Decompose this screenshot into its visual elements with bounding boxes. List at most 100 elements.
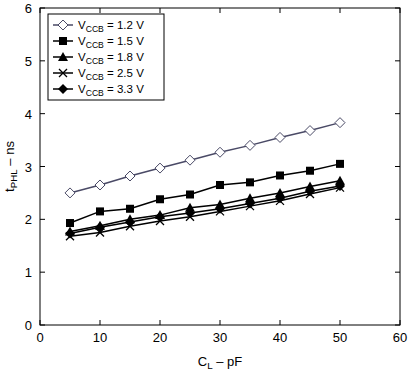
y-tick: [40, 272, 45, 273]
point: [125, 217, 135, 227]
y-tick: [395, 60, 400, 61]
x-tick-label: 20: [153, 330, 167, 345]
text-part: = 3.3 V: [104, 83, 144, 95]
y-tick: [395, 8, 400, 9]
text-sub: CCB: [86, 88, 104, 98]
point: [186, 191, 194, 199]
x-tick: [280, 8, 281, 13]
legend-marker: [58, 84, 68, 94]
x-tick: [400, 320, 401, 325]
point: [155, 163, 165, 173]
point: [215, 147, 225, 157]
y-tick: [395, 272, 400, 273]
legend-marker: [59, 37, 67, 45]
x-tick: [220, 320, 221, 325]
y-tick-label: 1: [25, 265, 32, 280]
point: [245, 198, 255, 208]
x-tick: [40, 8, 41, 13]
legend-label: VCCB = 1.2 V: [78, 19, 144, 34]
x-tick: [100, 8, 101, 13]
point: [185, 155, 195, 165]
data-group: [65, 118, 345, 241]
legend: VCCB = 1.2 VVCCB = 1.5 VVCCB = 1.8 VVCCB…: [48, 14, 164, 100]
legend-label: VCCB = 3.3 V: [78, 83, 144, 98]
text-sub: CCB: [86, 24, 104, 34]
text-part: = 1.8 V: [104, 51, 144, 63]
y-tick: [40, 60, 45, 61]
legend-label: VCCB = 1.5 V: [78, 35, 144, 50]
y-tick: [40, 166, 45, 167]
point: [125, 171, 135, 181]
point: [305, 186, 315, 196]
point: [95, 222, 105, 232]
x-tick: [40, 320, 41, 325]
x-tick: [160, 320, 161, 325]
point: [305, 126, 315, 136]
y-tick: [395, 325, 400, 326]
series-line: [70, 188, 340, 237]
legend-label: VCCB = 2.5 V: [78, 67, 144, 82]
point: [275, 193, 285, 203]
point: [155, 212, 165, 222]
point: [65, 188, 75, 198]
point: [275, 132, 285, 142]
x-tick-label: 10: [93, 330, 107, 345]
point: [126, 205, 134, 213]
point: [335, 118, 345, 128]
legend-label: VCCB = 1.8 V: [78, 51, 144, 66]
y-tick-label: 2: [25, 212, 32, 227]
y-tick: [395, 219, 400, 220]
y-tick-label: 4: [25, 107, 32, 122]
y-tick-label: 0: [25, 318, 32, 333]
x-tick-label: 30: [213, 330, 227, 345]
point: [95, 180, 105, 190]
x-tick-label: 40: [273, 330, 287, 345]
point: [215, 204, 225, 214]
text-part: – pF: [213, 354, 243, 369]
y-tick: [40, 8, 45, 9]
x-tick: [340, 320, 341, 325]
point: [185, 208, 195, 218]
text-sub: CCB: [86, 72, 104, 82]
legend-box: [48, 14, 164, 100]
x-tick: [160, 8, 161, 13]
y-tick: [395, 166, 400, 167]
text-part: = 1.2 V: [104, 19, 144, 31]
point: [336, 160, 344, 168]
y-tick: [40, 325, 45, 326]
text-sub: CCB: [86, 56, 104, 66]
y-tick: [40, 219, 45, 220]
legend-marker: [58, 20, 68, 30]
x-axis-title: CL – pF: [198, 354, 243, 371]
series-line: [70, 181, 340, 232]
point: [335, 181, 345, 191]
x-tick-label: 60: [393, 330, 407, 345]
point: [156, 195, 164, 203]
point: [66, 219, 74, 227]
y-tick-label: 6: [25, 1, 32, 16]
text-sub: CCB: [86, 40, 104, 50]
point: [306, 167, 314, 175]
x-tick: [100, 320, 101, 325]
x-tick: [220, 8, 221, 13]
y-tick-label: 3: [25, 160, 32, 175]
point: [216, 181, 224, 189]
legend-marker: [58, 52, 68, 61]
point: [96, 207, 104, 215]
x-tick: [340, 8, 341, 13]
text-part: – ns: [2, 141, 17, 170]
series-line: [70, 186, 340, 234]
x-tick: [280, 320, 281, 325]
text-part: = 1.5 V: [104, 35, 144, 47]
text-part: = 2.5 V: [104, 67, 144, 79]
y-axis-title: tPHL – ns: [2, 141, 19, 192]
x-tick: [400, 8, 401, 13]
text-sub: PHL: [8, 169, 19, 189]
y-tick-label: 5: [25, 54, 32, 69]
series-line: [70, 123, 340, 193]
text-part: C: [198, 354, 207, 369]
chart: 01020304050600123456CL – pFtPHL – nsVCCB…: [0, 0, 409, 373]
point: [276, 171, 284, 179]
point: [246, 178, 254, 186]
x-tick-label: 0: [36, 330, 43, 345]
